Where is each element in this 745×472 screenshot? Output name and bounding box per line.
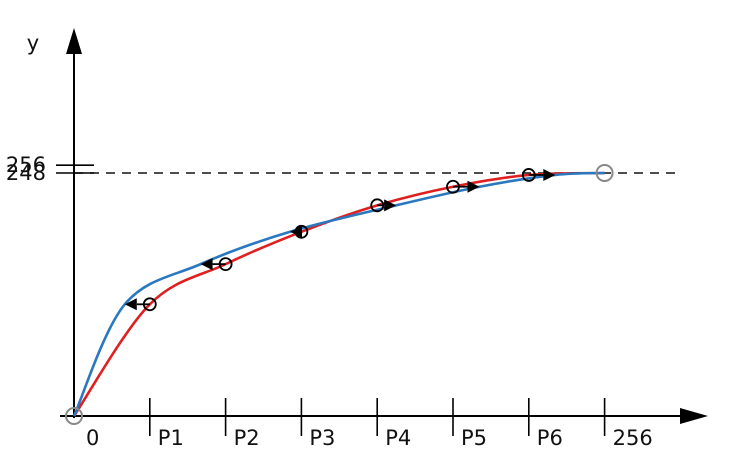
y-tick-label-248: 248 [6, 161, 46, 185]
marker-P6 [521, 168, 536, 182]
end-marker [595, 164, 614, 182]
shift-arrowhead-P6 [543, 168, 556, 181]
y-axis-label: y [27, 31, 39, 55]
x-tick-label-P6: P6 [537, 426, 563, 450]
origin-marker [65, 407, 83, 425]
y-tick-label-256: 256 [6, 153, 46, 177]
marker-P2 [218, 257, 233, 272]
x-tick-label-P4: P4 [385, 426, 411, 450]
y-axis-arrowhead [66, 28, 82, 54]
marker-P1 [142, 297, 157, 312]
marker-P3 [294, 224, 309, 239]
marker-P4 [370, 198, 385, 213]
x-tick-label-P3: P3 [309, 426, 335, 450]
shift-arrowhead-P2 [200, 258, 213, 271]
shift-arrowhead-P4 [384, 199, 397, 212]
x-tick-label-P5: P5 [461, 426, 487, 450]
red-series-line [72, 171, 605, 417]
x-tick-label-P2: P2 [234, 426, 260, 450]
shift-arrowhead-P1 [124, 298, 137, 311]
x-tick-label-0: 0 [86, 426, 99, 450]
shift-arrowhead-P5 [467, 180, 480, 193]
x-tick-label-P1: P1 [158, 426, 184, 450]
blue-series-line [72, 171, 605, 417]
x-axis-arrowhead [680, 408, 708, 424]
x-tick-label-256: 256 [613, 426, 653, 450]
marker-P5 [446, 179, 460, 194]
